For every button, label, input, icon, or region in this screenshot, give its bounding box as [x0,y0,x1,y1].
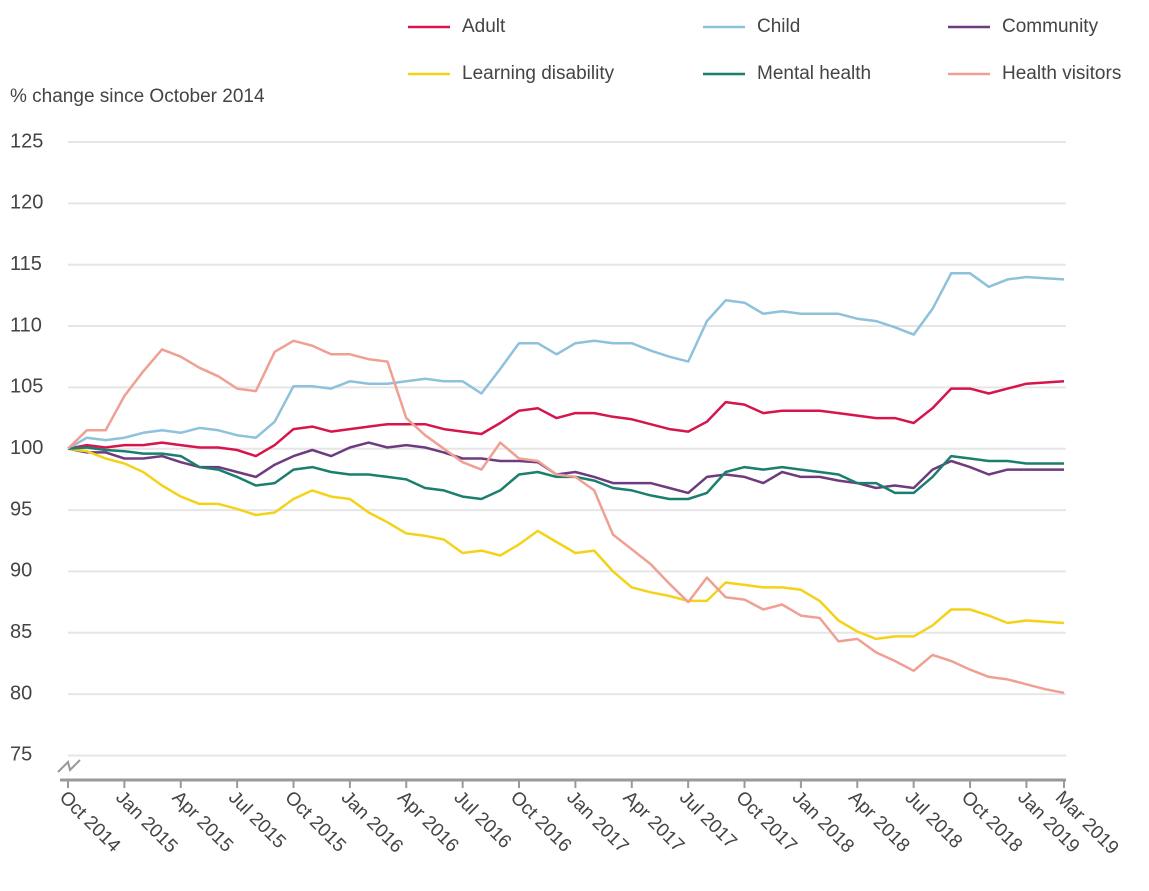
legend-label: Learning disability [462,63,615,84]
y-tick-label: 80 [10,682,32,704]
legend-label: Mental health [757,63,871,84]
legend-label: Child [757,16,800,37]
x-tick-label: Oct 2017 [731,787,800,856]
y-tick-label: 120 [10,192,43,214]
series-line [67,441,1064,495]
legend-label: Adult [462,16,506,37]
x-tick-label: Oct 2018 [957,787,1026,856]
y-tick-label: 75 [10,744,32,766]
legend-label: Health visitors [1002,63,1121,84]
y-tick-label: 105 [10,376,43,398]
y-tick-label: 110 [10,314,42,336]
y-tick-label: 95 [10,498,32,520]
x-tick-label: Oct 2014 [55,787,125,857]
legend-label: Community [1002,16,1099,37]
x-tick-label: Apr 2015 [168,787,237,856]
series-line [67,339,1065,695]
x-tick-label: Oct 2016 [506,787,575,856]
series-line [67,447,1065,641]
axis-break [57,759,81,773]
y-tick-label: 90 [10,560,32,582]
y-tick-label: 115 [10,253,42,275]
x-tick-label: Apr 2017 [619,787,688,856]
series-line [67,272,1065,450]
series-line [67,380,1065,458]
x-tick-label: Oct 2015 [280,787,349,856]
x-tick-label: Apr 2018 [844,787,913,856]
y-tick-label: 85 [10,621,32,643]
y-tick-label: 100 [10,437,43,459]
y-tick-label: 125 [10,130,43,152]
y-axis-label: % change since October 2014 [10,86,265,107]
x-tick-label: Apr 2016 [393,787,462,856]
